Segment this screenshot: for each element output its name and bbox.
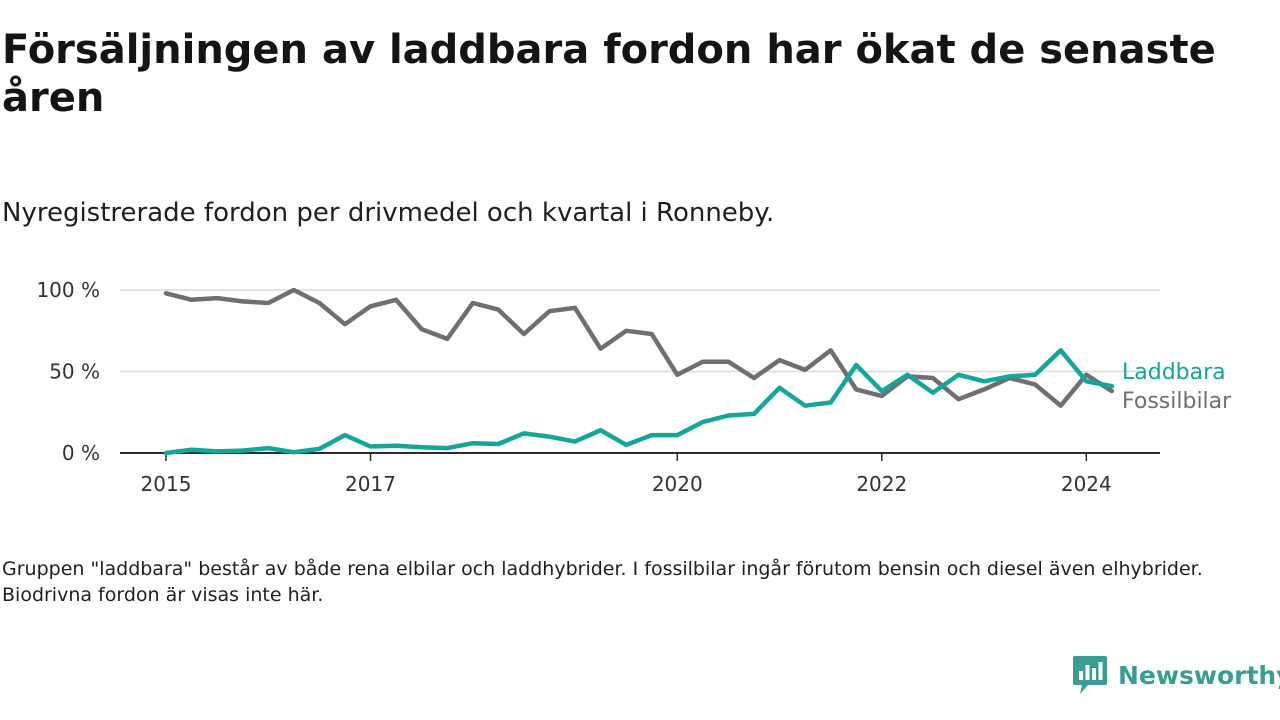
newsworthy-logo-icon xyxy=(1073,656,1107,694)
y-tick-label: 0 % xyxy=(62,441,100,465)
chart-subtitle: Nyregistrerade fordon per drivmedel och … xyxy=(2,198,775,228)
x-tick-label: 2024 xyxy=(1061,472,1112,496)
footnote: Gruppen "laddbara" består av både rena e… xyxy=(2,558,1203,606)
gridlines xyxy=(120,289,1160,454)
x-tick-label: 2015 xyxy=(141,472,192,496)
series-line-fossilbilar xyxy=(163,287,1115,408)
y-tick-label: 100 % xyxy=(36,278,100,302)
series-lines xyxy=(163,287,1115,456)
series-line-laddbara xyxy=(163,348,1115,456)
x-tick-label: 2020 xyxy=(652,472,703,496)
legend-label-laddbara: Laddbara xyxy=(1122,360,1226,385)
x-tick-label: 2022 xyxy=(856,472,907,496)
legend-label-fossilbilar: Fossilbilar xyxy=(1122,389,1232,414)
y-tick-label: 50 % xyxy=(49,360,100,384)
x-axis-ticks: 2015 2017 2020 2022 2024 xyxy=(141,453,1112,496)
brand-name: Newsworthy xyxy=(1118,660,1280,690)
y-axis-ticks: 0 % 50 % 100 % xyxy=(36,278,100,465)
x-tick-label: 2017 xyxy=(345,472,396,496)
legend: Fossilbilar Laddbara xyxy=(1122,360,1232,414)
chart-title: Försäljningen av laddbara fordon har öka… xyxy=(2,27,1216,121)
newsworthy-brand: Newsworthy xyxy=(1072,654,1280,696)
